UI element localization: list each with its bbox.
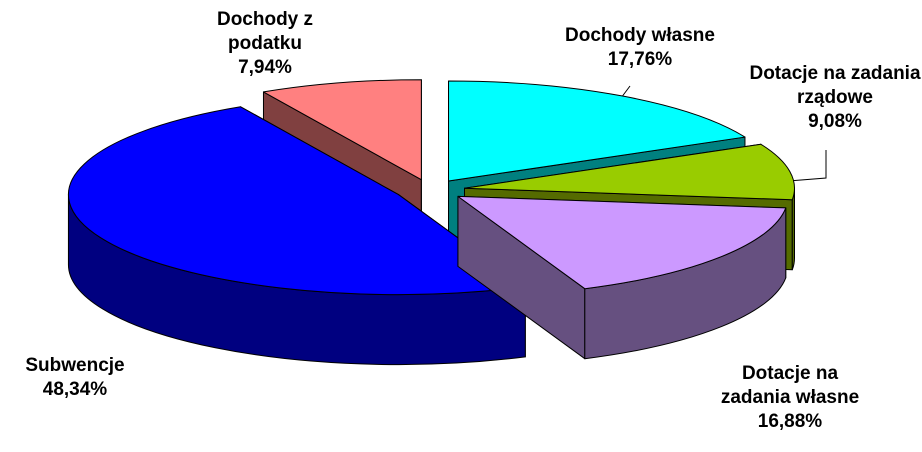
slice-label: Dochody własne 17,76% — [525, 24, 755, 72]
slice-top — [448, 80, 746, 182]
slice-wall — [791, 187, 795, 271]
category-name: Subwencje — [25, 355, 125, 376]
pie-slice — [67, 106, 526, 366]
slice-label: Dochody z podatku 7,94% — [200, 8, 330, 80]
slice-top — [67, 106, 526, 296]
value-label: 48,34% — [42, 379, 108, 400]
pie-slice — [457, 195, 787, 360]
value-label: 17,76% — [607, 49, 673, 70]
category-name: Dochody własne — [565, 25, 715, 46]
slice-top — [262, 79, 422, 181]
slice-label: Subwencje 48,34% — [5, 354, 145, 402]
slice-label: Dotacje na zadania własne 16,88% — [705, 362, 875, 434]
value-label: 16,88% — [757, 411, 823, 432]
category-name: Dotacje na zadania rządowe — [749, 63, 921, 108]
category-name: Dotacje na zadania własne — [720, 363, 860, 408]
value-label: 9,08% — [808, 111, 862, 132]
slice-top — [463, 143, 795, 201]
slice-top — [457, 195, 787, 290]
category-name: Dochody z podatku — [216, 9, 314, 54]
slice-label: Dotacje na zadania rządowe 9,08% — [748, 62, 922, 134]
value-label: 7,94% — [238, 57, 292, 78]
